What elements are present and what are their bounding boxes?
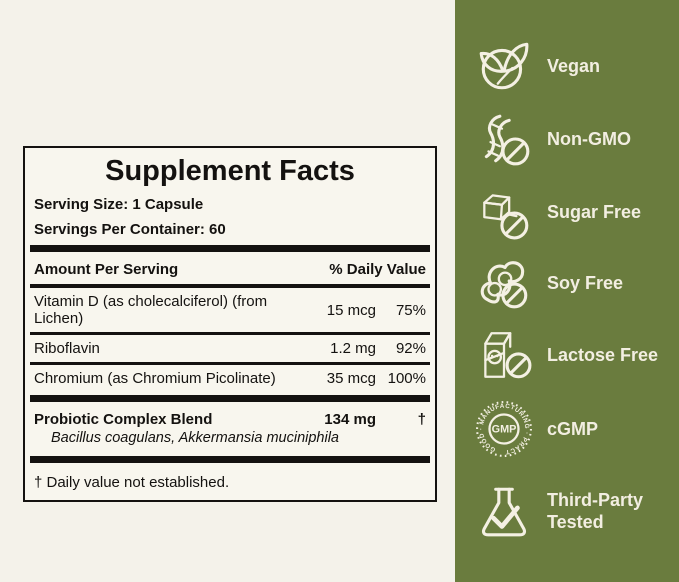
divider-bar	[30, 245, 430, 252]
third-party-tested-flask-icon	[481, 487, 527, 537]
supplement-facts-panel: Supplement Facts Serving Size: 1 Capsule…	[23, 146, 437, 502]
nutrient-dv: 75%	[395, 301, 426, 319]
nutrient-amount: 15 mcg	[326, 301, 376, 319]
gmp-center-text: GMP	[492, 424, 517, 436]
badge-label: Vegan	[547, 56, 601, 76]
header-daily-value: % Daily Value	[329, 261, 426, 278]
divider-bar	[30, 395, 430, 402]
badge-label: cGMP	[547, 419, 599, 439]
badge-vegan: Vegan	[475, 37, 600, 95]
badge-sugar-free: Sugar Free	[475, 183, 641, 241]
divider-bar	[30, 284, 430, 288]
nutrient-name: Chromium (as Chromium Picolinate)	[34, 370, 276, 387]
badge-label: Lactose Free	[547, 345, 659, 365]
vegan-leaf-icon	[479, 42, 529, 90]
blend-ingredients: Bacillus coagulans, Akkermansia muciniph…	[51, 430, 339, 446]
table-row: Riboflavin 1.2 mg 92%	[25, 335, 435, 362]
soy-free-icon	[480, 261, 528, 309]
cgmp-badge-icon: GOOD · MANUFACTURING · PRACTICE · GMP	[475, 400, 532, 457]
badge-label: Third-Party Tested	[547, 490, 644, 532]
table-row: Chromium (as Chromium Picolinate) 35 mcg…	[25, 365, 435, 392]
divider-bar	[30, 362, 430, 365]
lactose-free-icon	[484, 332, 532, 379]
nutrient-name: Riboflavin	[34, 340, 100, 357]
nutrient-amount: 35 mcg	[326, 370, 376, 387]
badge-cgmp: GOOD · MANUFACTURING · PRACTICE · GMP cG…	[475, 400, 598, 458]
sugar-free-icon	[483, 194, 529, 240]
nutrient-name: Vitamin D (as cholecalciferol) (from Lic…	[34, 293, 268, 327]
non-gmo-dna-icon	[484, 114, 530, 166]
header-amount-per-serving: Amount Per Serving	[34, 261, 179, 278]
nutrient-amount: 1.2 mg	[330, 340, 376, 357]
badge-label: Soy Free	[547, 273, 624, 293]
badge-label: Non-GMO	[547, 129, 631, 149]
nutrient-dv: 92%	[395, 340, 426, 357]
daily-value-footnote: † Daily value not established.	[34, 474, 230, 491]
badge-sidebar: Vegan Non-GMO Sugar Free	[455, 0, 679, 582]
badge-label: Sugar Free	[547, 202, 642, 222]
badge-non-gmo: Non-GMO	[475, 110, 631, 168]
nutrient-dv: 100%	[387, 370, 426, 387]
blend-dv-dagger: †	[417, 411, 426, 428]
badge-third-party-tested: Third-Party Tested	[475, 482, 665, 540]
blend-row: Probiotic Complex Blend 134 mg †	[25, 405, 435, 428]
table-row: Vitamin D (as cholecalciferol) (from Lic…	[25, 288, 435, 332]
blend-amount: 134 mg	[324, 411, 376, 428]
panel-title: Supplement Facts	[105, 155, 355, 187]
divider-bar	[30, 456, 430, 463]
badge-soy-free: Soy Free	[475, 254, 623, 312]
divider-bar	[30, 332, 430, 335]
serving-size: Serving Size: 1 Capsule	[34, 196, 204, 213]
blend-name: Probiotic Complex Blend	[34, 411, 213, 428]
table-header-row: Amount Per Serving % Daily Value	[25, 255, 435, 284]
badge-lactose-free: Lactose Free	[475, 326, 658, 384]
servings-per-container: Servings Per Container: 60	[34, 221, 226, 238]
